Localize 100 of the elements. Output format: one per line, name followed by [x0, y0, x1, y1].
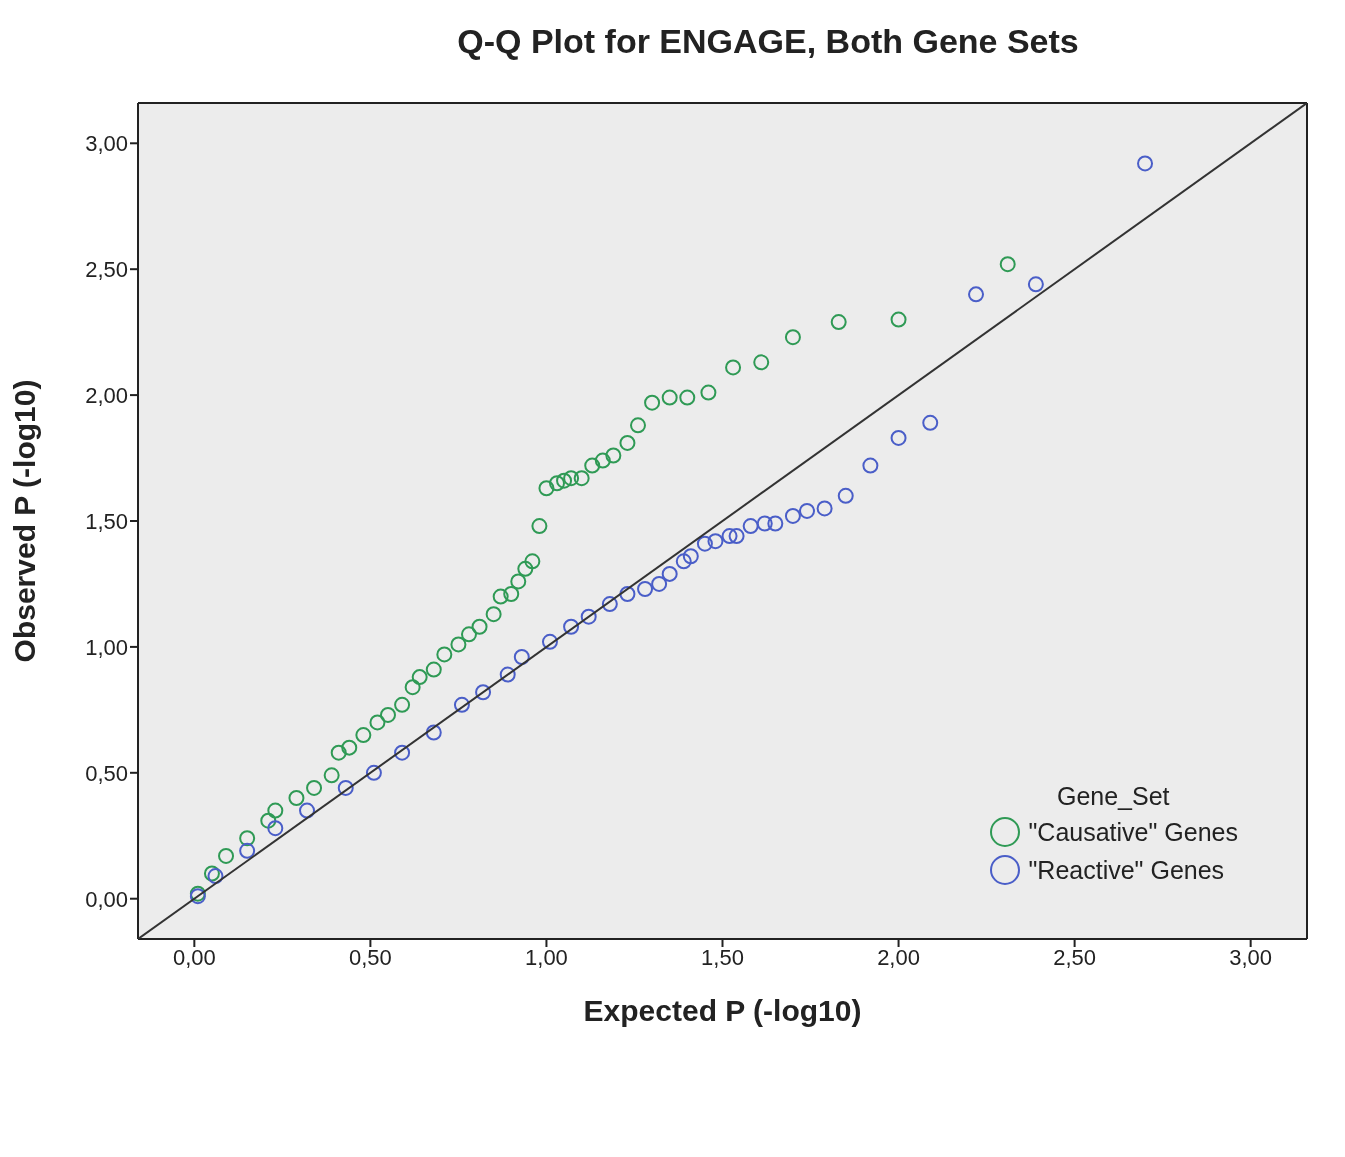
y-tick-label: 1,00: [85, 634, 128, 660]
point: [485, 606, 502, 623]
point: [1137, 155, 1154, 172]
point: [862, 457, 879, 474]
y-tick-label: 3,00: [85, 131, 128, 157]
point: [605, 447, 622, 464]
point: [619, 586, 636, 603]
point: [306, 779, 323, 796]
point: [499, 666, 516, 683]
point: [700, 384, 717, 401]
point: [538, 480, 555, 497]
point: [239, 830, 256, 847]
point: [890, 311, 907, 328]
point: [837, 487, 854, 504]
point: [968, 286, 985, 303]
point: [753, 354, 770, 371]
point: [450, 636, 467, 653]
point: [337, 779, 354, 796]
x-tick-label: 1,50: [701, 944, 744, 970]
point: [475, 684, 492, 701]
point: [524, 553, 541, 570]
point: [725, 359, 742, 376]
point: [323, 767, 340, 784]
point: [816, 500, 833, 517]
point: [471, 618, 488, 635]
point: [330, 744, 347, 761]
point: [721, 528, 738, 545]
x-tick-label: 3,00: [1229, 944, 1273, 970]
point: [580, 608, 597, 625]
point: [404, 679, 421, 696]
point: [661, 565, 678, 582]
point: [651, 575, 668, 592]
point: [380, 706, 396, 723]
point: [601, 596, 618, 613]
point: [728, 528, 745, 545]
point: [239, 842, 256, 859]
x-tick-label: 0,50: [348, 944, 392, 970]
point: [510, 573, 527, 590]
point: [799, 502, 816, 519]
point: [218, 847, 235, 864]
point: [563, 618, 580, 635]
point: [784, 329, 801, 346]
y-tick-label: 2,00: [85, 382, 128, 408]
point: [742, 518, 759, 535]
point: [299, 802, 316, 819]
point: [675, 553, 692, 570]
point: [341, 739, 358, 756]
point: [999, 256, 1016, 273]
point: [573, 470, 590, 487]
point: [365, 764, 382, 781]
x-tick-label: 1,00: [525, 944, 568, 970]
point: [288, 789, 305, 806]
point: [682, 548, 699, 565]
point: [549, 475, 566, 492]
point: [644, 394, 661, 411]
point: [637, 580, 654, 597]
point: [531, 518, 548, 535]
y-tick-label: 2,50: [85, 257, 128, 282]
point: [369, 714, 386, 731]
point: [619, 434, 636, 451]
point: [492, 588, 509, 605]
point: [594, 452, 611, 469]
point: [1027, 276, 1044, 293]
point: [767, 515, 784, 532]
point: [629, 417, 646, 434]
y-tick-label: 1,50: [85, 508, 128, 534]
point: [394, 696, 411, 713]
point: [679, 389, 696, 406]
x-axis-title: Expected P (-log10): [583, 994, 862, 1027]
point: [267, 802, 284, 819]
legend-title: Gene_Set: [1055, 782, 1171, 811]
point: [563, 470, 580, 487]
point: [425, 661, 442, 678]
point: [922, 414, 939, 431]
point: [830, 314, 847, 331]
point: [584, 457, 601, 474]
point: [756, 515, 773, 532]
point: [503, 586, 520, 603]
point: [460, 626, 477, 643]
y-tick-label: 0,50: [85, 760, 128, 786]
legend-label: "Causative" Genes: [1028, 817, 1238, 847]
point: [453, 696, 470, 713]
point: [203, 865, 220, 882]
y-tick-label: 0,00: [85, 886, 128, 912]
legend-label: "Reactive" Genes: [1028, 855, 1225, 885]
chart-title: Q-Q Plot for ENGAGE, Both Gene Sets: [456, 21, 1080, 62]
point: [267, 820, 284, 837]
x-tick-label: 2,50: [1053, 944, 1097, 970]
point: [411, 669, 428, 686]
x-tick-label: 0,00: [172, 944, 216, 970]
point: [661, 389, 678, 406]
point: [890, 429, 907, 446]
point: [394, 744, 411, 761]
point: [696, 535, 713, 552]
point: [207, 868, 224, 885]
point: [707, 533, 724, 550]
point: [784, 507, 801, 524]
point: [513, 648, 530, 665]
point: [260, 812, 277, 829]
x-tick-label: 2,00: [877, 944, 920, 970]
